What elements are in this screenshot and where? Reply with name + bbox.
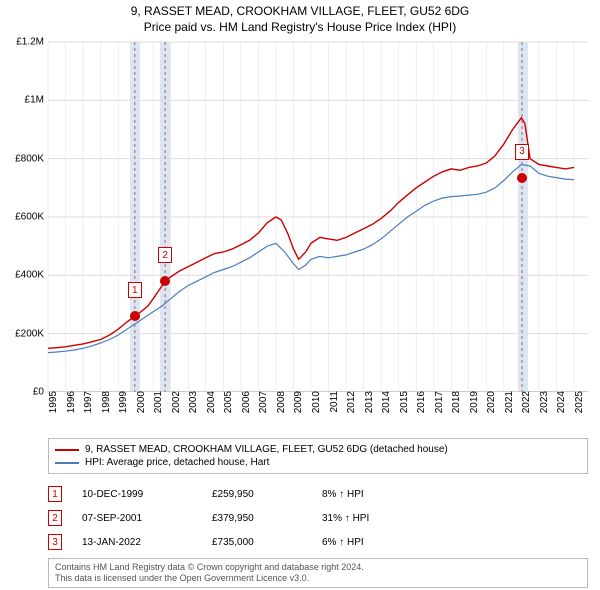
sale-price: £735,000	[212, 537, 312, 548]
chart-container: 9, RASSET MEAD, CROOKHAM VILLAGE, FLEET,…	[0, 0, 600, 590]
footer-line2: This data is licensed under the Open Gov…	[55, 573, 581, 584]
sale-marker-dot	[130, 311, 140, 321]
x-axis-label: 2000	[132, 391, 147, 413]
x-axis-label: 2022	[517, 391, 532, 413]
legend-item: HPI: Average price, detached house, Hart	[55, 456, 581, 469]
x-axis-label: 2001	[149, 391, 164, 413]
x-axis-label: 2007	[254, 391, 269, 413]
x-axis-label: 2021	[500, 391, 515, 413]
x-axis-label: 2013	[360, 391, 375, 413]
sale-hpi-diff: 31% ↑ HPI	[322, 513, 588, 524]
y-axis-label: £200K	[15, 328, 48, 339]
footer-attribution: Contains HM Land Registry data © Crown c…	[48, 558, 588, 588]
sale-date: 13-JAN-2022	[82, 537, 202, 548]
sale-marker-dot	[160, 276, 170, 286]
x-axis-label: 2004	[202, 391, 217, 413]
y-axis-label: £600K	[15, 212, 48, 223]
legend-swatch	[55, 462, 79, 464]
sale-price: £379,950	[212, 513, 312, 524]
legend: 9, RASSET MEAD, CROOKHAM VILLAGE, FLEET,…	[48, 438, 588, 474]
y-axis-label: £1M	[25, 95, 48, 106]
x-axis-label: 2020	[482, 391, 497, 413]
x-axis-label: 1996	[62, 391, 77, 413]
sale-number-box: 1	[48, 486, 62, 502]
x-axis-label: 1998	[97, 391, 112, 413]
x-axis-label: 1997	[79, 391, 94, 413]
title-subtitle: Price paid vs. HM Land Registry's House …	[0, 20, 600, 34]
sale-marker-number: 2	[158, 247, 172, 263]
sale-marker-number: 1	[128, 282, 142, 298]
legend-label: HPI: Average price, detached house, Hart	[85, 457, 269, 468]
sale-row: 2 07-SEP-2001 £379,950 31% ↑ HPI	[48, 506, 588, 530]
legend-label: 9, RASSET MEAD, CROOKHAM VILLAGE, FLEET,…	[85, 444, 448, 455]
sale-marker-dot	[517, 173, 527, 183]
chart-plot-area: £0£200K£400K£600K£800K£1M£1.2M1995199619…	[48, 42, 588, 392]
y-axis-label: £800K	[15, 153, 48, 164]
x-axis-label: 2025	[570, 391, 585, 413]
x-axis-label: 2014	[377, 391, 392, 413]
x-axis-label: 2018	[447, 391, 462, 413]
y-axis-label: £1.2M	[16, 37, 48, 48]
title-block: 9, RASSET MEAD, CROOKHAM VILLAGE, FLEET,…	[0, 0, 600, 36]
sale-row: 1 10-DEC-1999 £259,950 8% ↑ HPI	[48, 482, 588, 506]
x-axis-label: 2011	[325, 391, 340, 413]
x-axis-label: 2017	[430, 391, 445, 413]
sale-number-box: 2	[48, 510, 62, 526]
footer-line1: Contains HM Land Registry data © Crown c…	[55, 562, 581, 573]
x-axis-label: 2024	[552, 391, 567, 413]
x-axis-label: 2010	[307, 391, 322, 413]
x-axis-label: 2002	[167, 391, 182, 413]
x-axis-label: 1999	[114, 391, 129, 413]
sale-price: £259,950	[212, 489, 312, 500]
legend-item: 9, RASSET MEAD, CROOKHAM VILLAGE, FLEET,…	[55, 443, 581, 456]
y-axis-label: £400K	[15, 270, 48, 281]
x-axis-label: 2008	[272, 391, 287, 413]
x-axis-label: 2005	[219, 391, 234, 413]
x-axis-label: 1995	[44, 391, 59, 413]
x-axis-label: 2019	[465, 391, 480, 413]
sale-date: 07-SEP-2001	[82, 513, 202, 524]
sale-hpi-diff: 6% ↑ HPI	[322, 537, 588, 548]
sale-date: 10-DEC-1999	[82, 489, 202, 500]
x-axis-label: 2023	[535, 391, 550, 413]
sale-number-box: 3	[48, 534, 62, 550]
x-axis-label: 2009	[289, 391, 304, 413]
sale-marker-number: 3	[515, 144, 529, 160]
x-axis-label: 2012	[342, 391, 357, 413]
legend-swatch	[55, 449, 79, 451]
x-axis-label: 2003	[184, 391, 199, 413]
x-axis-label: 2006	[237, 391, 252, 413]
chart-svg	[48, 42, 588, 391]
sales-table: 1 10-DEC-1999 £259,950 8% ↑ HPI 2 07-SEP-2001…	[48, 482, 588, 554]
x-axis-label: 2015	[395, 391, 410, 413]
sale-row: 3 13-JAN-2022 £735,000 6% ↑ HPI	[48, 530, 588, 554]
x-axis-label: 2016	[412, 391, 427, 413]
sale-hpi-diff: 8% ↑ HPI	[322, 489, 588, 500]
title-address: 9, RASSET MEAD, CROOKHAM VILLAGE, FLEET,…	[0, 4, 600, 18]
